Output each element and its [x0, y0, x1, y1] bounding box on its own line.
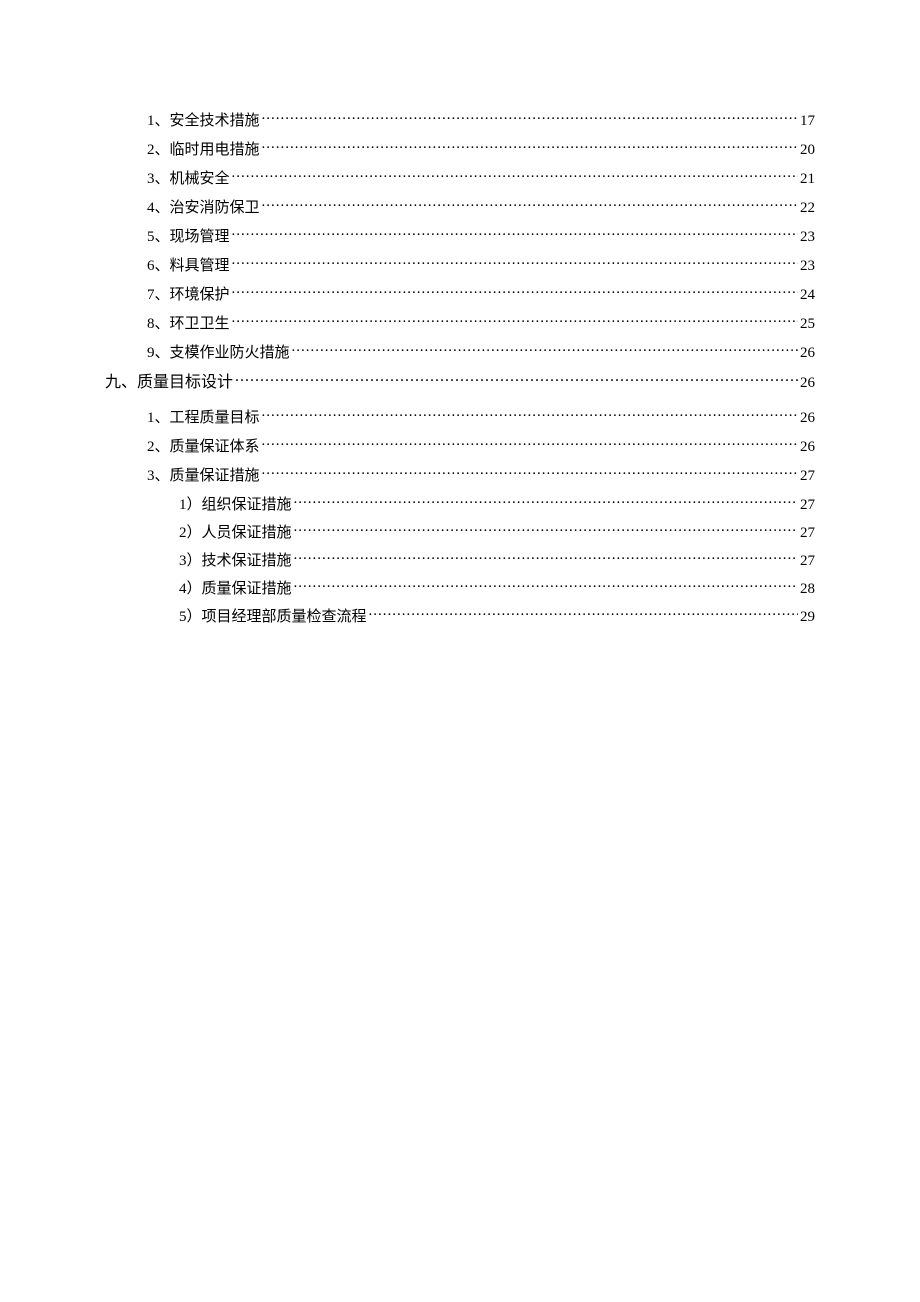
toc-page-number: 26: [800, 411, 815, 426]
toc-label: 2）人员保证措施: [179, 526, 292, 541]
toc-label: 3）技术保证措施: [179, 554, 292, 569]
toc-entry: 3、质量保证措施 27: [147, 465, 815, 484]
toc-label: 5）项目经理部质量检查流程: [179, 610, 367, 625]
toc-leader: [262, 197, 798, 212]
toc-label: 8、环卫卫生: [147, 317, 230, 332]
toc-label: 5、现场管理: [147, 230, 230, 245]
toc-entry: 2、质量保证体系 26: [147, 436, 815, 455]
toc-entry: 3、机械安全 21: [147, 168, 815, 187]
toc-page-number: 25: [800, 317, 815, 332]
toc-leader: [262, 436, 798, 451]
toc-entry: 4）质量保证措施 28: [179, 578, 815, 597]
toc-label: 9、支模作业防火措施: [147, 346, 290, 361]
toc-page-number: 27: [800, 554, 815, 569]
toc-page-number: 24: [800, 288, 815, 303]
toc-label: 7、环境保护: [147, 288, 230, 303]
toc-label: 1、安全技术措施: [147, 114, 260, 129]
toc-page-number: 23: [800, 230, 815, 245]
toc-entry: 2、临时用电措施 20: [147, 139, 815, 158]
toc-label: 1）组织保证措施: [179, 498, 292, 513]
toc-page-number: 26: [800, 346, 815, 361]
toc-leader: [294, 522, 798, 537]
toc-label: 3、质量保证措施: [147, 469, 260, 484]
toc-page-number: 21: [800, 172, 815, 187]
toc-leader: [232, 168, 798, 183]
toc-entry: 1、安全技术措施 17: [147, 110, 815, 129]
toc-label: 3、机械安全: [147, 172, 230, 187]
toc-page-number: 26: [800, 440, 815, 455]
toc-entry: 6、料具管理 23: [147, 255, 815, 274]
toc-leader: [232, 313, 798, 328]
toc-leader: [262, 110, 798, 125]
toc-label: 2、质量保证体系: [147, 440, 260, 455]
toc-entry: 5、现场管理 23: [147, 226, 815, 245]
toc-label: 4、治安消防保卫: [147, 201, 260, 216]
toc-page-number: 27: [800, 526, 815, 541]
toc-entry: 2）人员保证措施 27: [179, 522, 815, 541]
toc-leader: [294, 578, 798, 593]
toc-page-number: 27: [800, 469, 815, 484]
toc-entry: 9、支模作业防火措施 26: [147, 342, 815, 361]
toc-page-number: 17: [800, 114, 815, 129]
toc-leader: [262, 465, 798, 480]
toc-entry: 1、工程质量目标 26: [147, 407, 815, 426]
toc-page-number: 28: [800, 582, 815, 597]
toc-page-number: 20: [800, 143, 815, 158]
toc-label: 4）质量保证措施: [179, 582, 292, 597]
toc-label: 6、料具管理: [147, 259, 230, 274]
toc-entry: 8、环卫卫生 25: [147, 313, 815, 332]
toc-entry: 3）技术保证措施 27: [179, 550, 815, 569]
toc-leader: [232, 284, 798, 299]
toc-page-number: 29: [800, 610, 815, 625]
toc-entry: 5）项目经理部质量检查流程 29: [179, 606, 815, 625]
toc-label: 1、工程质量目标: [147, 411, 260, 426]
toc-entry: 九、质量目标设计 26: [105, 371, 815, 391]
toc-leader: [262, 139, 798, 154]
toc-leader: [292, 342, 798, 357]
toc-entry: 4、治安消防保卫 22: [147, 197, 815, 216]
toc-entry: 7、环境保护 24: [147, 284, 815, 303]
toc-entry: 1）组织保证措施 27: [179, 494, 815, 513]
toc-page-number: 22: [800, 201, 815, 216]
toc-leader: [262, 407, 798, 422]
table-of-contents: 1、安全技术措施 17 2、临时用电措施 20 3、机械安全 21 4、治安消防保卫 22 5、…: [105, 110, 815, 625]
toc-label: 九、质量目标设计: [105, 375, 233, 391]
toc-leader: [294, 550, 798, 565]
toc-leader: [294, 494, 798, 509]
toc-label: 2、临时用电措施: [147, 143, 260, 158]
toc-page-number: 23: [800, 259, 815, 274]
toc-page-number: 27: [800, 498, 815, 513]
toc-leader: [232, 226, 798, 241]
toc-leader: [235, 371, 798, 387]
toc-leader: [232, 255, 798, 270]
toc-leader: [369, 606, 798, 621]
toc-page-number: 26: [800, 376, 815, 391]
